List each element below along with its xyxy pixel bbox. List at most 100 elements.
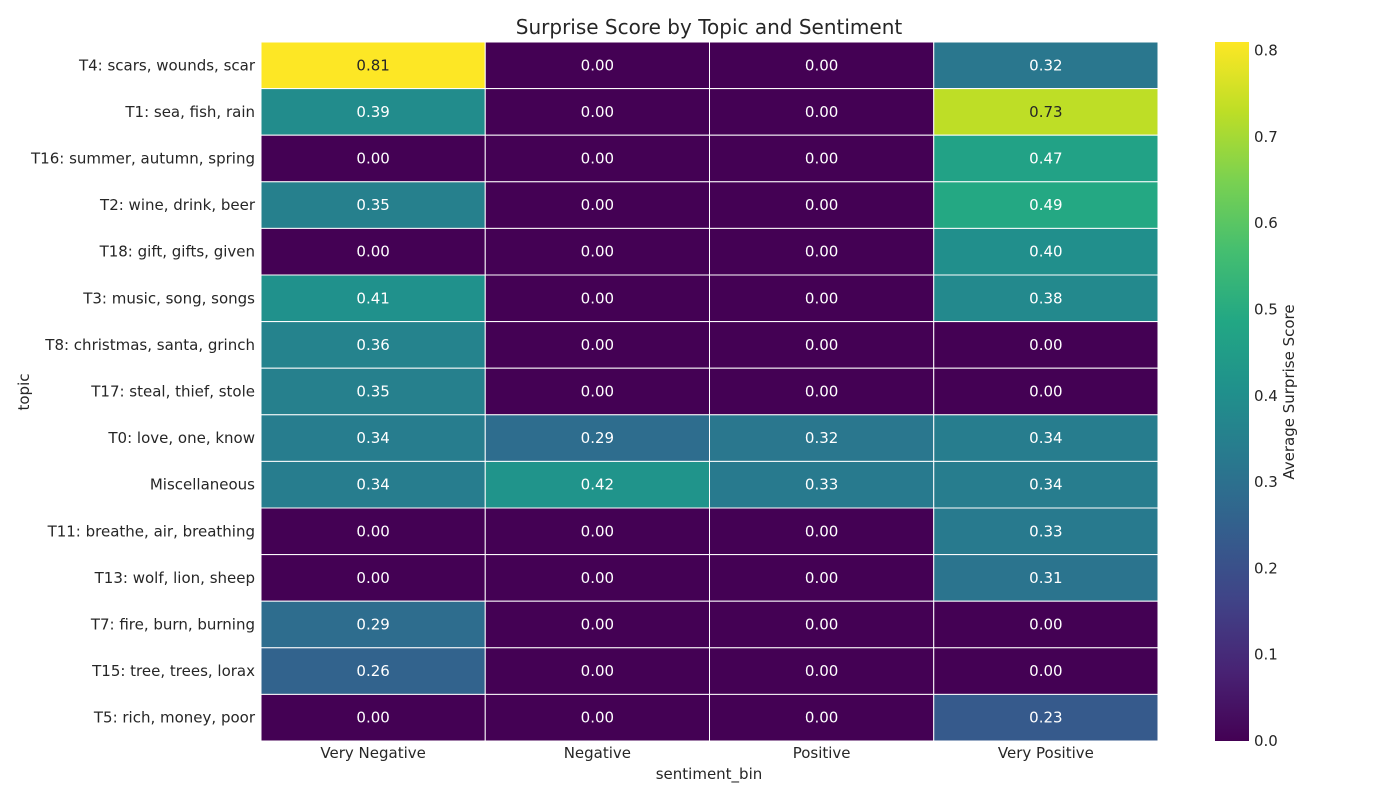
cell-value-label: 0.00 bbox=[1029, 662, 1062, 680]
heatmap-cell bbox=[484, 460, 710, 509]
cell-value-label: 0.29 bbox=[356, 616, 389, 634]
heatmap-cell bbox=[260, 367, 486, 416]
colorbar-tick-label: 0.4 bbox=[1254, 387, 1278, 405]
heatmap-cell bbox=[933, 554, 1159, 602]
cell-value-label: 0.73 bbox=[1029, 103, 1062, 121]
cell-value-label: 0.00 bbox=[805, 150, 838, 168]
y-tick-label: Miscellaneous bbox=[150, 476, 255, 494]
y-tick-label: T4: scars, wounds, scar bbox=[78, 56, 256, 74]
heatmap-cell bbox=[484, 647, 710, 695]
y-tick-label: T15: tree, trees, lorax bbox=[91, 662, 255, 680]
cell-value-label: 0.00 bbox=[581, 243, 614, 261]
cell-value-label: 0.00 bbox=[805, 522, 838, 540]
heatmap-cell bbox=[933, 88, 1159, 136]
cell-value-label: 0.00 bbox=[805, 616, 838, 634]
cell-value-label: 0.00 bbox=[805, 289, 838, 307]
heatmap-cell bbox=[933, 460, 1159, 509]
heatmap-cell bbox=[260, 274, 486, 323]
heatmap-cell bbox=[260, 600, 486, 649]
x-axis-label: sentiment_bin bbox=[656, 765, 763, 784]
y-tick-label: T13: wolf, lion, sheep bbox=[94, 569, 255, 587]
y-tick-label: T7: fire, burn, burning bbox=[90, 616, 255, 634]
cell-value-label: 0.34 bbox=[356, 429, 389, 447]
y-tick-label: T11: breathe, air, breathing bbox=[47, 522, 255, 540]
cell-value-label: 0.26 bbox=[356, 662, 389, 680]
y-tick-label: T18: gift, gifts, given bbox=[99, 243, 255, 261]
heatmap-cell bbox=[933, 507, 1159, 556]
cell-value-label: 0.00 bbox=[805, 243, 838, 261]
y-tick-label: T3: music, song, songs bbox=[82, 289, 255, 307]
cell-value-label: 0.40 bbox=[1029, 243, 1062, 261]
cell-value-label: 0.33 bbox=[805, 476, 838, 494]
cell-value-label: 0.34 bbox=[1029, 429, 1062, 447]
heatmap-cell bbox=[933, 647, 1159, 695]
colorbar-tick-label: 0.7 bbox=[1254, 128, 1278, 146]
heatmap-cell bbox=[709, 227, 935, 276]
cell-value-label: 0.00 bbox=[581, 336, 614, 354]
colorbar-tick-label: 0.2 bbox=[1254, 559, 1278, 577]
colorbar-tick-label: 0.3 bbox=[1254, 473, 1278, 491]
cell-value-label: 0.35 bbox=[356, 196, 389, 214]
heatmap-cell bbox=[260, 181, 486, 229]
heatmap-cell bbox=[484, 88, 710, 136]
heatmap-cell bbox=[709, 460, 935, 509]
heatmap-cell bbox=[260, 647, 486, 695]
cell-value-label: 0.00 bbox=[581, 383, 614, 401]
x-tick-label: Negative bbox=[564, 744, 631, 762]
heatmap-cell bbox=[484, 274, 710, 323]
heatmap-cell bbox=[709, 507, 935, 556]
cell-value-label: 0.00 bbox=[805, 662, 838, 680]
cell-value-label: 0.00 bbox=[1029, 383, 1062, 401]
heatmap-cell bbox=[260, 88, 486, 136]
heatmap-cell bbox=[260, 321, 486, 369]
colorbar-tick-label: 0.5 bbox=[1254, 301, 1278, 319]
cell-value-label: 0.32 bbox=[1029, 56, 1062, 74]
cell-value-label: 0.00 bbox=[805, 709, 838, 727]
heatmap-cell bbox=[933, 321, 1159, 369]
y-tick-label: T0: love, one, know bbox=[107, 429, 255, 447]
heatmap-cell bbox=[484, 134, 710, 183]
y-axis-label: topic bbox=[15, 374, 33, 411]
heatmap-cell bbox=[484, 227, 710, 276]
y-tick-label: T5: rich, money, poor bbox=[93, 709, 256, 727]
heatmap-cell bbox=[933, 41, 1159, 90]
y-tick-label: T8: christmas, santa, grinch bbox=[44, 336, 255, 354]
cell-value-label: 0.00 bbox=[581, 289, 614, 307]
heatmap-cell-labels: 0.81 0.00 0.00 0.32 0.39 0.00 0.00 0.73 0.00 0.00… bbox=[356, 56, 1062, 726]
heatmap-cells bbox=[260, 41, 1159, 742]
heatmap-cell bbox=[260, 460, 486, 509]
heatmap-cell bbox=[933, 274, 1159, 323]
cell-value-label: 0.00 bbox=[1029, 616, 1062, 634]
colorbar-tick-label: 0.8 bbox=[1254, 42, 1278, 60]
cell-value-label: 0.00 bbox=[805, 383, 838, 401]
cell-value-label: 0.00 bbox=[581, 103, 614, 121]
heatmap-cell bbox=[260, 554, 486, 602]
cell-value-label: 0.39 bbox=[356, 103, 389, 121]
colorbar-tick-label: 0.6 bbox=[1254, 214, 1278, 232]
chart-title: Surprise Score by Topic and Sentiment bbox=[516, 15, 903, 39]
x-tick-label: Positive bbox=[793, 744, 851, 762]
cell-value-label: 0.34 bbox=[1029, 476, 1062, 494]
cell-value-label: 0.00 bbox=[805, 196, 838, 214]
cell-value-label: 0.00 bbox=[356, 243, 389, 261]
colorbar-label: Average Surprise Score bbox=[1280, 304, 1298, 479]
cell-value-label: 0.47 bbox=[1029, 150, 1062, 168]
y-tick-label: T16: summer, autumn, spring bbox=[30, 150, 255, 168]
colorbar-tick-label: 0.1 bbox=[1254, 646, 1278, 664]
cell-value-label: 0.00 bbox=[1029, 336, 1062, 354]
x-axis-tick-labels: Very Negative Negative Positive Very Positi… bbox=[320, 744, 1093, 762]
y-axis-tick-labels: T4: scars, wounds, scar T1: sea, fish, ra… bbox=[30, 56, 256, 726]
cell-value-label: 0.36 bbox=[356, 336, 389, 354]
cell-value-label: 0.00 bbox=[581, 569, 614, 587]
cell-value-label: 0.33 bbox=[1029, 522, 1062, 540]
cell-value-label: 0.35 bbox=[356, 383, 389, 401]
heatmap-cell bbox=[484, 693, 710, 742]
cell-value-label: 0.42 bbox=[581, 476, 614, 494]
y-tick-label: T17: steal, thief, stole bbox=[90, 383, 255, 401]
cell-value-label: 0.00 bbox=[581, 56, 614, 74]
cell-value-label: 0.00 bbox=[581, 150, 614, 168]
heatmap-cell bbox=[709, 321, 935, 369]
heatmap-cell bbox=[709, 41, 935, 90]
